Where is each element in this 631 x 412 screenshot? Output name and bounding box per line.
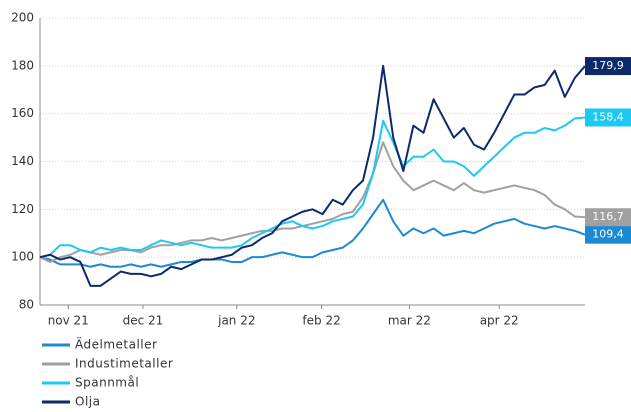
x-tick-label: dec 21 [123, 314, 164, 328]
end-label-box [585, 108, 631, 127]
end-label: 109,4 [592, 228, 624, 241]
x-tick-label: nov 21 [48, 314, 89, 328]
end-label-box [585, 225, 631, 244]
series-line [39, 141, 586, 263]
end-label-box [585, 208, 631, 227]
legend-label: Spannmål [75, 376, 139, 390]
end-label: 158,4 [592, 110, 624, 123]
series-line [39, 116, 586, 259]
end-label-box [585, 57, 631, 76]
y-tick-label: 140 [11, 154, 34, 168]
end-label: 179,9 [592, 59, 624, 72]
end-label: 116,7 [592, 210, 624, 223]
y-tick-label: 180 [11, 58, 34, 72]
x-tick-label: feb 22 [302, 314, 340, 328]
legend-label: Olja [75, 395, 100, 409]
legend-label: Industimetaller [75, 357, 173, 371]
y-tick-label: 80 [19, 298, 34, 312]
x-tick-label: mar 22 [388, 314, 431, 328]
series-line [39, 198, 586, 268]
y-tick-label: 160 [11, 106, 34, 120]
x-tick-label: apr 22 [480, 314, 519, 328]
series-line [39, 64, 586, 287]
y-tick-label: 100 [11, 250, 34, 264]
y-tick-label: 200 [11, 11, 34, 25]
x-tick-label: jan 22 [217, 314, 255, 328]
legend-label: Ädelmetaller [75, 337, 157, 352]
y-tick-label: 120 [11, 202, 34, 216]
